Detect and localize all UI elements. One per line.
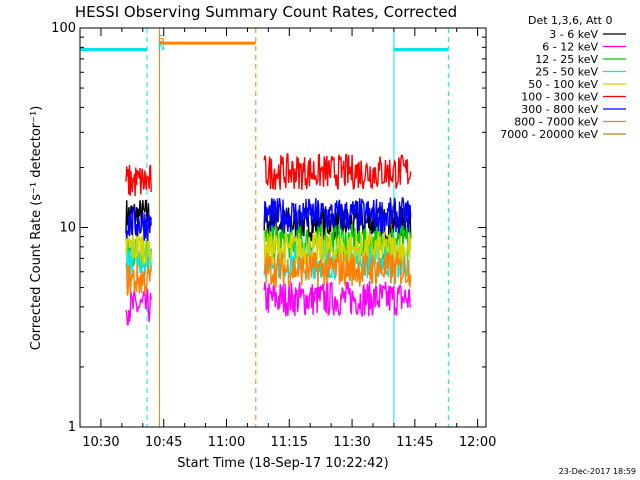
legend-label: 12 - 25 keV (535, 53, 598, 66)
y-tick-label: 1 (68, 420, 76, 435)
timestamp: 23-Dec-2017 18:59 (559, 467, 636, 476)
series-line (263, 152, 412, 190)
axes: 1 10 100 10:30 10:45 11:00 11:15 11:30 11:45 12:0… (51, 21, 496, 450)
y-tick-label: 100 (51, 21, 76, 36)
x-tick-label: 10:45 (145, 435, 182, 450)
legend-label: 100 - 300 keV (521, 91, 598, 104)
x-tick-label: 10:30 (82, 435, 119, 450)
series-line (125, 205, 152, 241)
legend-label: 6 - 12 keV (542, 41, 598, 54)
x-axis-label: Start Time (18-Sep-17 10:22:42) (177, 456, 388, 471)
x-tick-label: 12:00 (459, 435, 496, 450)
legend-label: 25 - 50 keV (535, 66, 598, 79)
series-line (125, 229, 152, 265)
series-line (263, 280, 412, 317)
series-line (125, 164, 152, 197)
legend-label: 50 - 100 keV (528, 78, 598, 91)
series-line (263, 197, 412, 234)
legend-label: 3 - 6 keV (549, 28, 598, 41)
marker-label: N (158, 42, 165, 53)
legend-label: 300 - 800 keV (521, 103, 598, 116)
x-tick-label: 11:15 (271, 435, 308, 450)
x-tick-label: 11:30 (333, 435, 370, 450)
chart-title: HESSI Observing Summary Count Rates, Cor… (75, 3, 457, 21)
marker-label: S (158, 34, 164, 45)
legend-label: 800 - 7000 keV (514, 116, 598, 129)
y-tick-label: 10 (59, 221, 76, 236)
series-line (263, 251, 412, 289)
legend-label: 7000 - 20000 keV (500, 128, 598, 141)
x-tick-label: 11:00 (208, 435, 245, 450)
plot-area: SN (80, 28, 449, 427)
x-tick-label: 11:45 (396, 435, 433, 450)
series-line (263, 230, 412, 268)
y-axis-label: Corrected Count Rate (s⁻¹ detector⁻¹) (29, 106, 44, 351)
series-line (125, 262, 152, 296)
legend-title: Det 1,3,6, Att 0 (528, 14, 612, 27)
